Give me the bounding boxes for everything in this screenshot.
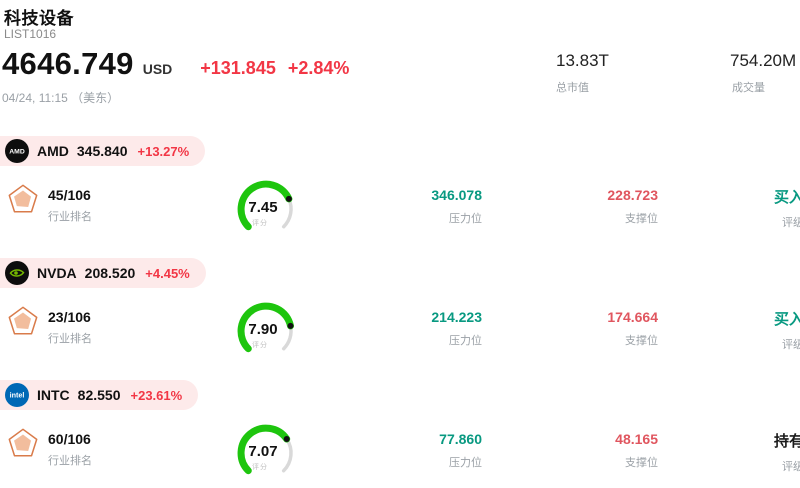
industry-rank-label: 行业排名 <box>48 333 92 345</box>
rating-value: 持有 <box>773 433 800 450</box>
score-label: 评分 <box>252 464 268 471</box>
support-value: 228.723 <box>607 187 658 203</box>
support-label: 支撑位 <box>625 457 658 469</box>
industry-rank: 60/106 <box>48 431 91 447</box>
amd-logo-icon: AMD <box>5 139 29 163</box>
rating-value: 买入 <box>773 311 800 328</box>
stock-row-amd: AMD AMD 345.840 +13.27% 45/106 行业排名 7.45… <box>0 136 800 258</box>
index-change-pct: +2.84% <box>287 58 350 78</box>
stock-change: +4.45% <box>145 265 190 281</box>
rating-label: 评级 <box>782 461 800 473</box>
stock-header-pill[interactable]: intel INTC 82.550 +23.61% <box>0 380 199 410</box>
support-col: 174.664 支撑位 <box>548 309 658 348</box>
industry-rank: 23/106 <box>48 309 91 325</box>
score-value: 7.90 <box>248 321 278 338</box>
list-id: LIST1016 <box>4 27 57 41</box>
rating-col: 买入 评级 <box>694 186 800 230</box>
support-label: 支撑位 <box>625 213 658 225</box>
gauge-arc <box>237 302 294 353</box>
stock-header-pill[interactable]: AMD AMD 345.840 +13.27% <box>0 136 206 166</box>
stock-row-nvda: NVDA 208.520 +4.45% 23/106 行业排名 7.90 评分 … <box>0 258 800 380</box>
industry-rank: 45/106 <box>48 187 91 203</box>
volume-value: 754.20M <box>730 51 797 70</box>
currency-label: USD <box>142 61 173 77</box>
resistance-col: 346.078 压力位 <box>372 187 482 226</box>
score-value: 7.07 <box>248 443 278 460</box>
industry-rank-label: 行业排名 <box>48 455 92 467</box>
nvidia-logo-icon <box>5 261 29 285</box>
resistance-value: 346.078 <box>431 187 482 203</box>
resistance-col: 77.860 压力位 <box>372 431 482 470</box>
rating-value: 买入 <box>773 189 800 206</box>
score-gauge: 7.07 评分 <box>224 420 310 484</box>
ticker: INTC <box>37 387 70 403</box>
resistance-value: 214.223 <box>431 309 482 325</box>
resistance-label: 压力位 <box>449 457 482 469</box>
intel-logo-icon: intel <box>5 383 29 407</box>
rating-label: 评级 <box>782 339 800 351</box>
ticker: NVDA <box>37 265 77 281</box>
resistance-label: 压力位 <box>449 213 482 225</box>
support-col: 48.165 支撑位 <box>548 431 658 470</box>
stock-price: 345.840 <box>76 143 128 159</box>
stock-row-intc: intel INTC 82.550 +23.61% 60/106 行业排名 7.… <box>0 380 800 488</box>
industry-radar-icon <box>8 306 38 335</box>
index-change-abs: +131.845 <box>200 58 276 78</box>
gauge-arc <box>237 180 293 231</box>
rating-col: 持有 评级 <box>694 430 800 474</box>
svg-text:AMD: AMD <box>9 149 25 156</box>
timestamp: 04/24, 11:15 （美东） <box>2 91 120 105</box>
market-cap-value: 13.83T <box>556 51 609 70</box>
score-gauge: 7.90 评分 <box>224 298 310 362</box>
industry-rank-label: 行业排名 <box>48 211 92 223</box>
support-col: 228.723 支撑位 <box>548 187 658 226</box>
resistance-value: 77.860 <box>439 431 482 447</box>
support-value: 174.664 <box>607 309 658 325</box>
rating-label: 评级 <box>782 217 800 229</box>
index-price-row: 4646.749 USD +131.845 +2.84% <box>2 46 349 82</box>
market-cap-label: 总市值 <box>556 82 589 94</box>
industry-radar-icon <box>8 428 38 457</box>
page-title: 科技设备 <box>4 9 74 28</box>
index-price: 4646.749 <box>2 46 134 81</box>
stock-price: 208.520 <box>84 265 136 281</box>
rating-col: 买入 评级 <box>694 308 800 352</box>
ticker: AMD <box>37 143 69 159</box>
score-label: 评分 <box>252 342 268 349</box>
industry-radar-icon <box>8 184 38 213</box>
gauge-arc <box>237 424 293 475</box>
stock-price: 82.550 <box>77 387 121 403</box>
support-value: 48.165 <box>615 431 658 447</box>
score-label: 评分 <box>252 220 268 227</box>
stock-header-pill[interactable]: NVDA 208.520 +4.45% <box>0 258 206 288</box>
stock-change: +13.27% <box>137 143 190 159</box>
stock-change: +23.61% <box>130 387 183 403</box>
support-label: 支撑位 <box>625 335 658 347</box>
resistance-label: 压力位 <box>449 335 482 347</box>
score-gauge: 7.45 评分 <box>224 176 310 240</box>
svg-text:intel: intel <box>10 391 25 400</box>
volume-label: 成交量 <box>732 82 765 94</box>
score-value: 7.45 <box>248 199 278 216</box>
resistance-col: 214.223 压力位 <box>372 309 482 348</box>
